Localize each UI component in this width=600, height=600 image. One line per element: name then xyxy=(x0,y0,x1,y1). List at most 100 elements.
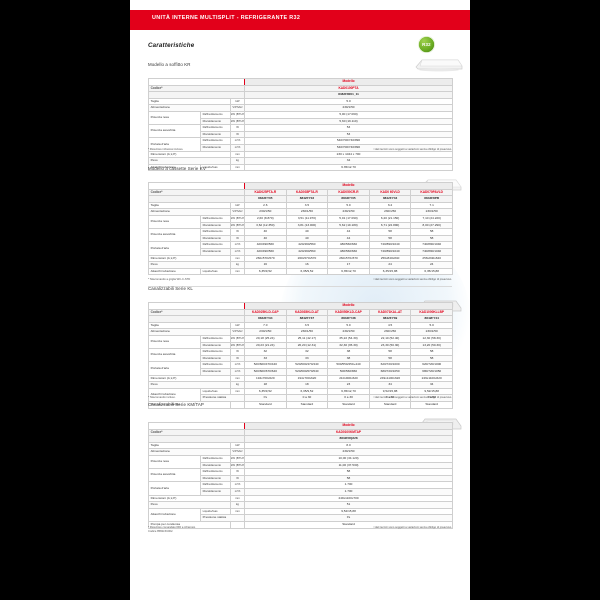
row-unit: kW (BTU/h) xyxy=(229,110,246,119)
cell-value: 256x840x840 xyxy=(368,254,412,263)
cell-value: Standard xyxy=(244,400,287,409)
row-sublabel: Raffreddamento xyxy=(200,228,231,236)
cell-value: 6,35/15,88 xyxy=(368,267,412,276)
page-title: Caratteristiche xyxy=(148,42,195,49)
row-unit: W xyxy=(229,228,246,236)
cell-value: 58 xyxy=(244,474,454,483)
row-unit: kW xyxy=(229,201,246,210)
table-row: Peso kg 34 xyxy=(148,157,454,165)
cell-value: 40 xyxy=(244,228,287,236)
model-name: KAD035KLD-AT xyxy=(285,308,329,317)
codes-corner xyxy=(147,195,246,203)
header-codice-label: Codice* xyxy=(147,84,246,93)
cell-value: 500/550/250+440 xyxy=(327,361,370,369)
row-unit: mm xyxy=(229,267,246,276)
model-name: KAD050KLD-CAP xyxy=(327,308,370,317)
row-unit: kg xyxy=(229,501,246,509)
row-unit: W xyxy=(229,234,246,243)
row-sublabel: Liquido/Gas xyxy=(200,267,231,276)
footnote-left: * Telecomando a griglia WC-C-STD xyxy=(148,278,191,281)
row-unit: mm xyxy=(229,150,246,159)
cell-value: 230/1/50 xyxy=(368,208,412,216)
table-row: Pompa per condensa Standard xyxy=(148,520,454,529)
row-label: Potenza assorbita xyxy=(148,124,201,139)
cell-value: 230/1/50 xyxy=(285,208,329,216)
row-unit: m³/h xyxy=(229,487,246,496)
row-unit xyxy=(229,520,246,529)
row-unit: V/Ph/Hz xyxy=(229,328,246,336)
cell-value: 3,81 (13.000) xyxy=(285,221,329,230)
cell-value: 230/1/50 xyxy=(410,328,453,336)
cell-value: 2.6 xyxy=(244,201,287,210)
model-name: KAD0 60VLD xyxy=(368,188,412,197)
cell-value: 5.0 xyxy=(410,321,453,330)
row-sublabel: Raffreddamento xyxy=(200,468,231,476)
cell-value: 5,00 (17.060) xyxy=(244,110,454,119)
table-row: Portata d'aria Raffreddamento m³/h 1.700 xyxy=(148,481,454,496)
cell-value: 620/720/1000 xyxy=(368,361,412,369)
section-title: Canalizzabili Serie KL xyxy=(148,286,193,291)
table-header-codice: Codice* KAD025PTA-R KAD035PTA-R KAD050CR-R K… xyxy=(147,188,453,197)
cell-value: 38 xyxy=(327,348,370,356)
cell-value: 5,60 (19.110) xyxy=(244,117,454,126)
cell-value: 230/1/50 xyxy=(244,208,287,216)
header-corner xyxy=(147,182,245,190)
table-row: Potenza assorbita Raffreddamento W 53 xyxy=(148,124,454,139)
cell-value: 18 xyxy=(244,381,287,389)
table-row: Riscaldamento m³/h 420/490/560 420/490/560 4… xyxy=(149,247,453,256)
table-row: Alimentazione V/Ph/Hz 230/1/50 xyxy=(148,104,454,112)
header-corner xyxy=(147,302,245,310)
cell-value: 58 xyxy=(368,234,412,243)
cell-value: 420/490/560 xyxy=(244,241,287,249)
section-divider xyxy=(148,286,452,287)
cell-value: 230/1/50 xyxy=(410,208,453,216)
cell-value: 16 xyxy=(285,261,329,269)
row-sublabel: Raffreddamento xyxy=(200,137,231,145)
cell-value: 58 xyxy=(244,468,454,476)
cell-value: 5,62 (19.180) xyxy=(327,221,370,230)
cell-value: 20,18 (25.24) xyxy=(244,334,287,343)
cell-value: 230/1/50 xyxy=(327,208,370,216)
row-label: Portata d'aria xyxy=(148,361,201,376)
row-unit: m³/h xyxy=(229,367,246,376)
row-label: Pressione statica xyxy=(199,514,246,522)
model-name: KAD1000KLLBP xyxy=(410,308,453,317)
cell-value: 420/490/560 xyxy=(244,247,287,256)
row-sublabel: Liquido/Gas xyxy=(200,387,231,396)
model-code: 8842F8Q228 xyxy=(244,435,454,443)
cell-value: 3.5 xyxy=(285,201,329,210)
cell-value: 1.700 xyxy=(244,481,454,489)
table-row: Taglia kW 7.0 3.5 5.0 4.5 5.0 xyxy=(148,321,453,330)
cell-value: 6,35/12,70 xyxy=(327,387,370,396)
row-unit: kW (BTU/h) xyxy=(229,461,246,470)
cell-value: 230/1/50 xyxy=(244,448,454,456)
cell-value: 33 xyxy=(244,354,287,363)
cell-value: 740/890/1040 xyxy=(410,247,453,256)
cell-value: 53 xyxy=(244,124,454,132)
table-row: Attacchi tubazione Liquido/Gas mm 6,35/9,52… xyxy=(148,387,453,402)
cell-value: 35,22 (54.30) xyxy=(327,334,370,343)
cell-value: 249x1100x700 xyxy=(244,494,454,503)
row-unit: V/Ph/Hz xyxy=(229,104,246,112)
table-row: Riscaldamento kW (BTU/h) 5,60 (19.110) xyxy=(149,117,454,126)
section-title: Modello a cassette Serie KV xyxy=(148,166,206,171)
document-page: UNITÀ INTERNE MULTISPLIT - REFRIGERANTE … xyxy=(130,0,470,600)
row-sublabel: Raffreddamento xyxy=(200,334,231,343)
cell-value: 5.0 xyxy=(327,201,370,210)
cell-value: 194x700x620 xyxy=(244,374,287,383)
cell-value: 6,35/9,52 xyxy=(244,387,287,396)
row-sublabel: Riscaldamento xyxy=(200,221,231,230)
cell-value: 40 xyxy=(244,234,287,243)
cell-value: 4.5 xyxy=(368,321,412,330)
row-label: Peso xyxy=(148,381,231,389)
row-unit: Pa xyxy=(244,394,287,402)
table-row: Peso kg 51 xyxy=(148,501,454,509)
row-sublabel: Raffreddamento xyxy=(200,361,231,369)
cell-value: 5.0 xyxy=(244,97,454,106)
table-row: Taglia kW 2.6 3.5 5.0 6.2 7.1 xyxy=(148,201,453,210)
cell-value: 210x900x620 xyxy=(327,374,370,383)
table-header-codice: Codice* KAD0100PTA xyxy=(147,84,454,93)
table-row: Alimentazione V/Ph/Hz 230/1/50 230/1/50 230/… xyxy=(148,208,453,216)
header-corner xyxy=(147,78,245,86)
row-label: Taglia xyxy=(148,441,231,450)
